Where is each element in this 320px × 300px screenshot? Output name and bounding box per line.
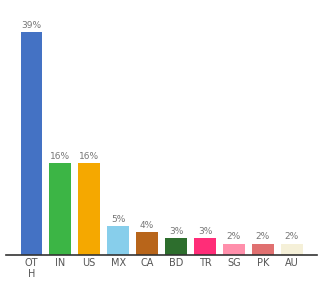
Bar [252, 244, 274, 255]
Bar [165, 238, 187, 255]
Text: 2%: 2% [227, 232, 241, 241]
Bar [136, 232, 158, 255]
Text: 2%: 2% [256, 232, 270, 241]
Bar [281, 244, 303, 255]
Bar [107, 226, 129, 255]
Bar [20, 32, 42, 255]
Text: 16%: 16% [50, 152, 70, 161]
Text: 5%: 5% [111, 215, 125, 224]
Text: 2%: 2% [285, 232, 299, 241]
Text: 39%: 39% [21, 21, 41, 30]
Bar [78, 164, 100, 255]
Text: 3%: 3% [198, 226, 212, 236]
Bar [223, 244, 245, 255]
Bar [194, 238, 216, 255]
Text: 3%: 3% [169, 226, 183, 236]
Text: 4%: 4% [140, 221, 154, 230]
Bar [50, 164, 71, 255]
Text: 16%: 16% [79, 152, 99, 161]
